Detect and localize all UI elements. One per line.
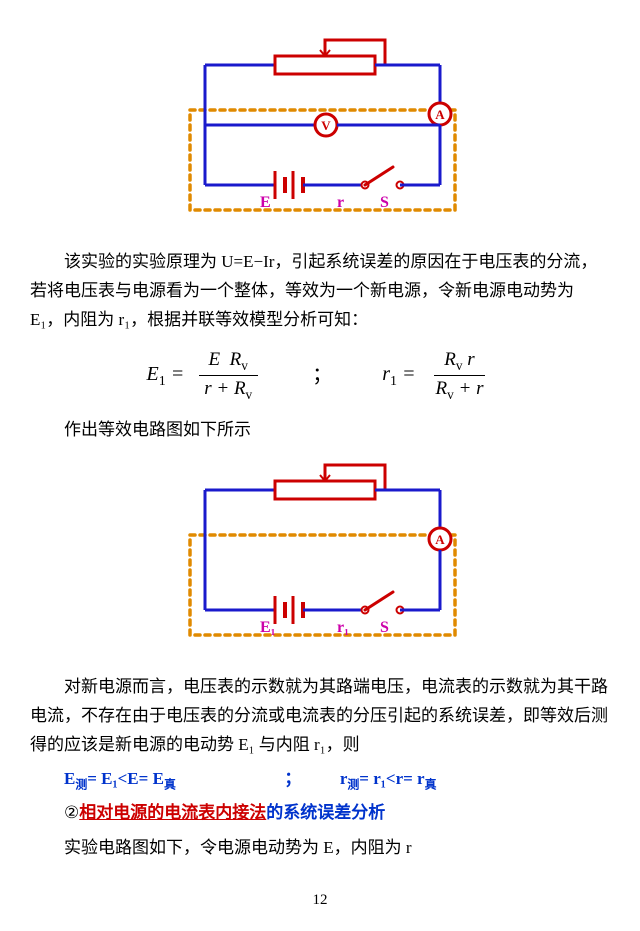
svg-text:A: A (435, 532, 445, 547)
paragraph-1: 该实验的实验原理为 U=E−Ir，引起系统误差的原因在于电压表的分流，若将电压表… (30, 248, 610, 335)
circuit-diagram-2: A E₁ r₁ S (30, 455, 610, 655)
eq-sep: ； (312, 358, 332, 392)
circled-2: ② (64, 803, 79, 822)
eq-e1: E1 = E Rv r + Rv (146, 349, 262, 402)
method-2-heading: ②相对电源的电流表内接法的系统误差分析 (64, 799, 610, 828)
svg-text:r: r (337, 194, 344, 211)
svg-text:V: V (321, 118, 331, 133)
inequality-line: E测= E₁<E= E真 ； r测= r₁<r= r真 (64, 765, 610, 795)
circuit2-svg: A E₁ r₁ S (165, 455, 475, 655)
paragraph-4: 实验电路图如下，令电源电动势为 E，内阻为 r (30, 834, 610, 863)
svg-text:r₁: r₁ (337, 619, 349, 636)
paragraph-2: 作出等效电路图如下所示 (30, 416, 610, 445)
svg-text:S: S (380, 619, 389, 636)
svg-text:E₁: E₁ (260, 619, 276, 636)
svg-text:E: E (260, 194, 271, 211)
circuit1-svg: A V Er S (165, 30, 475, 230)
circuit-diagram-1: A V Er S (30, 30, 610, 230)
equation-row: E1 = E Rv r + Rv ； r1 = Rv r Rv + r (30, 349, 610, 402)
heading-rest: 的系统误差分析 (266, 803, 385, 822)
eq-r1: r1 = Rv r Rv + r (382, 349, 493, 402)
paragraph-3: 对新电源而言，电压表的示数就为其路端电压，电流表的示数就为其干路电流，不存在由于… (30, 673, 610, 760)
svg-text:S: S (380, 194, 389, 211)
svg-text:A: A (435, 107, 445, 122)
page-number: 12 (0, 888, 640, 914)
red-underline-text: 相对电源的电流表内接法 (79, 803, 266, 822)
